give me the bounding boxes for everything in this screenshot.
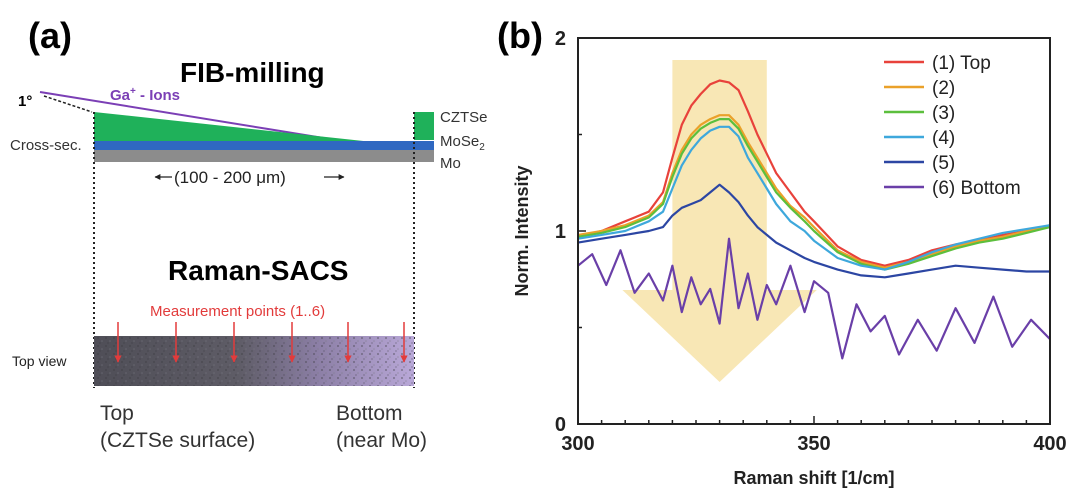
series-line-3	[577, 118, 1051, 271]
cross-section-label: Cross-sec.	[10, 137, 82, 154]
ion-label: Ga+ - Ions	[110, 86, 180, 104]
y-tick-label: 2	[555, 28, 566, 50]
mose2-layer	[94, 141, 434, 150]
legend-label-6: (6) Bottom	[932, 178, 1021, 199]
legend: (1) Top (2) (3) (4) (5) (6) Bottom	[884, 53, 1021, 199]
bottom-left-line2: (CZTSe surface)	[100, 429, 255, 452]
series-line-2	[577, 114, 1051, 269]
series-layer	[577, 79, 1051, 360]
x-tick-label: 300	[561, 433, 594, 455]
legend-label-1: (1) Top	[932, 53, 991, 74]
highlight-region	[622, 60, 817, 382]
raman-sacs-title: Raman-SACS	[168, 255, 348, 286]
series-line-1	[577, 79, 1051, 267]
x-tick-label: 400	[1033, 433, 1066, 455]
bottom-left-line1: Top	[100, 402, 134, 425]
legend-label-5: (5)	[932, 153, 955, 174]
series-line-5	[577, 183, 1050, 279]
width-label: (100 - 200 μm)	[174, 168, 286, 187]
y-tick-label: 1	[555, 221, 566, 243]
angle-reference-line	[43, 95, 93, 113]
mose2-label: MoSe2	[440, 133, 485, 153]
mo-label: Mo	[440, 155, 461, 172]
legend-label-3: (3)	[932, 103, 955, 124]
highlight-arrow	[622, 60, 817, 382]
legend-label-4: (4)	[932, 128, 955, 149]
axis-ticks: 300 350 400 0 1 2	[555, 28, 1067, 455]
series-line-4	[577, 125, 1051, 271]
x-axis-title: Raman shift [1/cm]	[733, 468, 894, 488]
y-axis-title: Norm. Intensity	[512, 165, 532, 296]
series-line-6	[577, 237, 1051, 360]
czts-layer-wedge	[94, 112, 410, 146]
bottom-right-line2: (near Mo)	[336, 429, 427, 452]
czts-label: CZTSe	[440, 109, 488, 126]
panel-b: (b) 300 350 400 0 1 2 Raman shift [1/cm] Norm…	[497, 15, 1067, 488]
fib-milling-title: FIB-milling	[180, 57, 325, 88]
bottom-right-line1: Bottom	[336, 402, 403, 425]
panel-b-label: (b)	[497, 15, 543, 56]
legend-label-2: (2)	[932, 78, 955, 99]
sample-texture	[94, 336, 414, 386]
x-tick-label: 350	[797, 433, 830, 455]
angle-label: 1°	[18, 93, 32, 110]
panel-a-label: (a)	[28, 15, 72, 56]
czts-layer-edge	[414, 112, 434, 140]
y-tick-label: 0	[555, 414, 566, 436]
panel-a: (a) FIB-milling 1° Ga+ - Ions Cross-sec.…	[10, 15, 488, 452]
measurement-points-label: Measurement points (1..6)	[150, 303, 325, 320]
top-view-label: Top view	[12, 353, 67, 369]
mo-layer	[94, 150, 434, 162]
